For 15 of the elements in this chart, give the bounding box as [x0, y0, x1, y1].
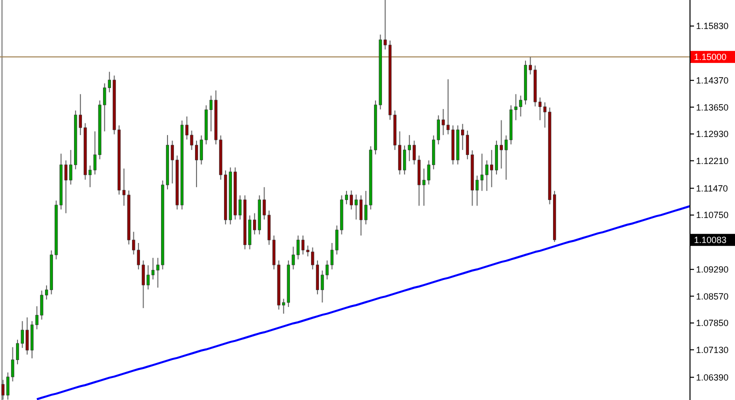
y-tick-label: 1.12210: [696, 156, 729, 166]
y-tick-label: 1.09290: [696, 264, 729, 275]
y-tick-label: 1.13650: [696, 102, 729, 112]
y-tick-label: 1.11470: [696, 183, 728, 194]
y-tick-label: 1.07850: [696, 318, 729, 328]
y-tick-label: 1.10750: [696, 210, 729, 220]
y-tick-label: 1.12930: [696, 129, 729, 140]
y-tick-label: 1.15830: [696, 21, 729, 32]
y-tick-label: 1.08570: [696, 291, 729, 302]
text: 1.10083: [694, 235, 727, 246]
ref-line-label: 1.15000: [694, 52, 727, 62]
y-tick-label: 1.07130: [696, 344, 729, 355]
y-tick-label: 1.06390: [696, 372, 729, 382]
y-tick-label: 1.14370: [696, 76, 729, 86]
line-series: [36, 205, 691, 400]
